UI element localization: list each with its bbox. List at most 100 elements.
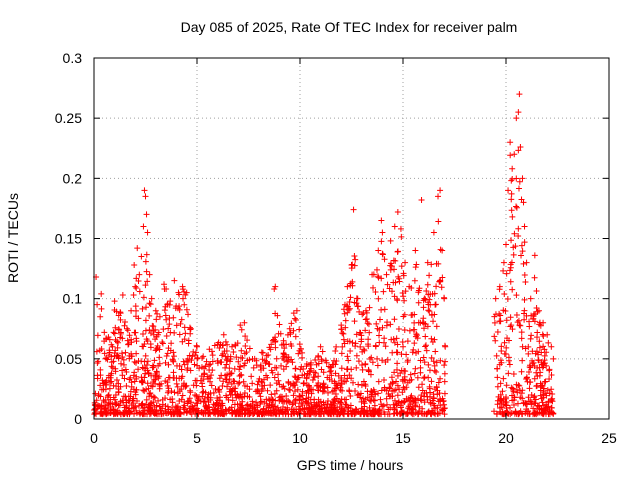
data-point [327,410,334,417]
data-point [139,379,146,385]
data-point [280,351,287,358]
data-point [500,375,507,382]
data-point [307,361,314,368]
data-point [546,409,553,416]
data-point [513,312,520,319]
data-point [355,303,362,310]
data-point [224,357,231,364]
data-point [220,342,227,349]
data-point [94,405,101,412]
data-point [161,307,168,314]
data-point [426,367,433,374]
data-point [94,301,101,308]
data-point [242,342,249,349]
data-point [418,392,425,399]
data-point [378,238,385,245]
data-point [118,360,125,367]
data-point [310,407,317,414]
data-point [160,326,167,333]
data-point [439,407,446,414]
data-point [174,390,181,397]
data-point [212,385,219,392]
data-point [187,325,194,332]
data-point [523,259,530,266]
data-point [398,263,405,270]
data-point [345,410,352,417]
data-point [526,385,533,392]
data-point [165,345,172,352]
data-point [159,340,166,347]
data-point [424,281,431,288]
data-point [294,376,301,383]
data-point [497,357,504,364]
data-point [509,286,516,293]
data-point [318,366,325,373]
data-point [437,187,444,194]
data-point [142,352,149,359]
data-point [355,358,362,365]
data-point [263,352,270,359]
data-point [107,379,114,386]
data-point [233,354,240,361]
data-point [124,327,131,334]
data-point [119,372,126,379]
data-point [244,337,251,344]
data-point [317,383,324,390]
data-point [140,387,147,394]
data-point [141,340,148,347]
data-point [378,275,385,282]
data-point [378,217,385,224]
data-point [166,321,173,328]
data-point [146,312,153,319]
data-point [185,311,192,318]
data-point [389,379,396,386]
data-point [538,410,545,417]
data-point [526,323,533,330]
data-point [238,347,245,354]
data-point [508,190,515,197]
data-point [130,386,137,393]
data-point [505,187,512,194]
data-point [156,381,163,388]
data-point [314,382,321,389]
data-point [135,315,142,322]
data-point [131,369,138,376]
data-point [503,382,510,389]
data-point [510,244,517,251]
data-point [136,271,143,278]
data-point [503,270,510,277]
data-point [498,343,505,350]
data-point [372,343,379,350]
data-point [249,380,256,387]
data-point [426,272,433,279]
data-point [304,370,311,377]
data-point [359,366,366,373]
data-point [381,256,388,263]
data-point [531,274,538,281]
data-point [545,398,552,405]
data-point [508,196,515,203]
data-point [156,313,163,320]
data-point [180,381,187,388]
data-point [117,411,124,418]
data-point [394,392,401,399]
data-point [504,296,511,303]
data-point [425,291,432,298]
data-point [421,410,428,417]
data-point [148,400,155,407]
data-point [516,178,523,185]
data-point [544,387,551,394]
data-point [342,317,349,324]
data-point [222,338,229,345]
data-point [153,346,160,353]
data-point [370,407,377,414]
data-point [430,358,437,365]
data-point [180,358,187,365]
data-point [291,373,298,380]
data-point [117,309,124,316]
data-point [425,361,432,368]
data-point [200,353,207,360]
data-point [518,252,525,259]
data-point [209,358,216,365]
